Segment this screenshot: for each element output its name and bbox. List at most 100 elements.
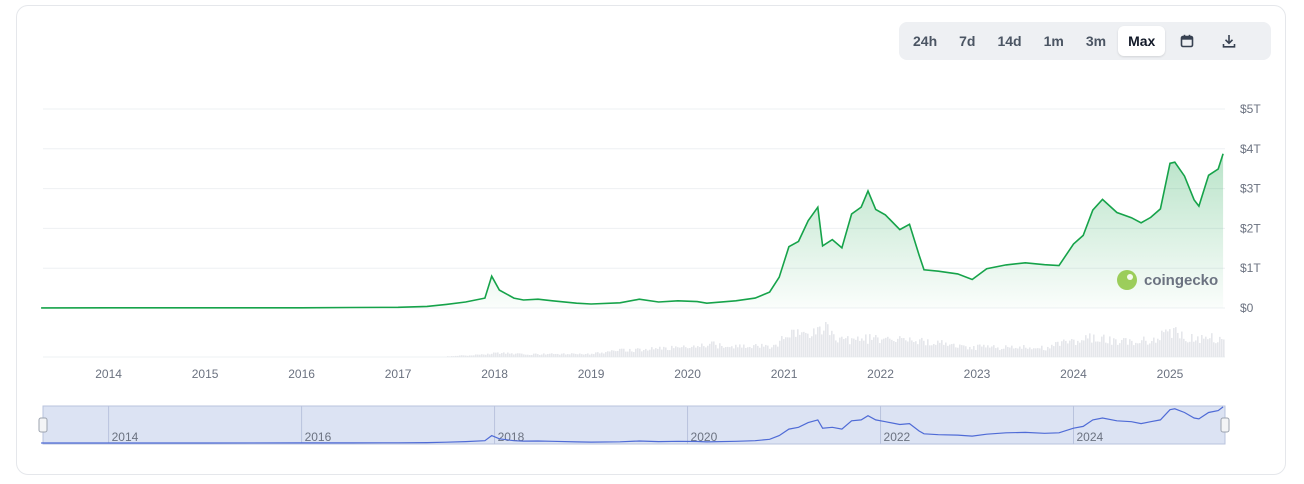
y-tick-label: $5T (1240, 102, 1261, 116)
range-max-button[interactable]: Max (1118, 26, 1166, 56)
volume-bar (741, 347, 743, 357)
volume-bar (1035, 348, 1037, 357)
volume-bar (519, 353, 521, 357)
volume-bar (889, 338, 891, 357)
y-tick-label: $3T (1240, 182, 1261, 196)
volume-bar (1105, 342, 1107, 357)
volume-bar (1181, 331, 1183, 357)
volume-bar (699, 347, 701, 357)
volume-bar (971, 349, 973, 357)
volume-bar (521, 353, 523, 357)
coingecko-watermark: coingecko (1117, 270, 1218, 290)
volume-bar (969, 346, 971, 357)
volume-bar (465, 355, 467, 357)
volume-bar (1211, 333, 1213, 357)
volume-bar (835, 340, 837, 357)
volume-bar (937, 340, 939, 357)
volume-bar (597, 352, 599, 357)
volume-bar (641, 351, 643, 357)
volume-bar (1143, 336, 1145, 357)
volume-bar (1153, 337, 1155, 357)
volume-bar (643, 350, 645, 357)
volume-bar (1029, 347, 1031, 357)
volume-bar (1157, 338, 1159, 357)
volume-bar (735, 344, 737, 357)
volume-bar (535, 353, 537, 357)
gecko-logo-icon (1117, 270, 1137, 290)
navigator-right-handle[interactable] (1220, 417, 1230, 433)
volume-bar (805, 332, 807, 357)
volume-bar (609, 351, 611, 357)
volume-bar (1061, 341, 1063, 357)
volume-bar (685, 347, 687, 357)
volume-bar (979, 344, 981, 357)
volume-bar (1095, 341, 1097, 357)
volume-bar (455, 355, 457, 357)
volume-bar (1221, 339, 1223, 357)
volume-bar (955, 347, 957, 357)
volume-bar (703, 346, 705, 357)
volume-bar (987, 345, 989, 357)
range-14d-button[interactable]: 14d (987, 26, 1031, 56)
volume-bar (585, 354, 587, 357)
volume-bar (915, 341, 917, 357)
volume-bar (1041, 345, 1043, 357)
volume-bar (1141, 340, 1143, 357)
range-navigator[interactable]: 2014 2016 2018 2020 2022 2024 (38, 405, 1230, 445)
y-tick-label: $0 (1240, 301, 1254, 315)
price-line (41, 153, 1224, 309)
volume-bar (507, 352, 509, 357)
volume-bar (1031, 349, 1033, 357)
x-tick-label: 2014 (95, 367, 122, 381)
volume-bar (763, 346, 765, 357)
volume-bar (843, 339, 845, 357)
volume-bar (1119, 343, 1121, 357)
download-button[interactable] (1209, 26, 1249, 56)
range-3m-button[interactable]: 3m (1076, 26, 1116, 56)
volume-bar (621, 348, 623, 357)
volume-bar (801, 332, 803, 357)
volume-bar (1047, 346, 1049, 357)
x-tick-label: 2017 (385, 367, 412, 381)
volume-bar (959, 344, 961, 357)
volume-bar (631, 351, 633, 357)
range-24h-button[interactable]: 24h (903, 26, 947, 56)
volume-bar (1135, 342, 1137, 357)
price-area (41, 153, 1224, 308)
volume-bar (1137, 343, 1139, 357)
volume-bar (813, 328, 815, 357)
volume-bar (523, 354, 525, 357)
volume-bar (513, 354, 515, 357)
volume-bar (921, 337, 923, 357)
volume-bar (935, 344, 937, 357)
volume-bar (493, 352, 495, 357)
volume-bar (791, 329, 793, 357)
volume-bar (469, 355, 471, 357)
volume-bar (447, 356, 449, 357)
navigator-selection[interactable] (42, 405, 1226, 445)
volume-bar (893, 341, 895, 357)
volume-bar (733, 348, 735, 357)
navigator-left-handle[interactable] (38, 417, 48, 433)
volume-bar (991, 346, 993, 357)
volume-bar (985, 347, 987, 357)
volume-bar (1051, 344, 1053, 357)
volume-bar (819, 326, 821, 357)
range-1m-button[interactable]: 1m (1034, 26, 1074, 56)
volume-bar (751, 348, 753, 357)
volume-bar (723, 347, 725, 357)
volume-bar (1139, 343, 1141, 357)
volume-bar (607, 351, 609, 357)
volume-bar (983, 344, 985, 357)
volume-bar (859, 340, 861, 357)
volume-bar (803, 331, 805, 357)
volume-bar (1015, 347, 1017, 357)
volume-bar (681, 347, 683, 357)
volume-bar (1197, 336, 1199, 357)
volume-bar (563, 353, 565, 357)
calendar-button[interactable] (1167, 26, 1207, 56)
range-7d-button[interactable]: 7d (949, 26, 985, 56)
volume-bar (1201, 335, 1203, 357)
volume-bar (663, 346, 665, 357)
volume-bar (809, 337, 811, 357)
